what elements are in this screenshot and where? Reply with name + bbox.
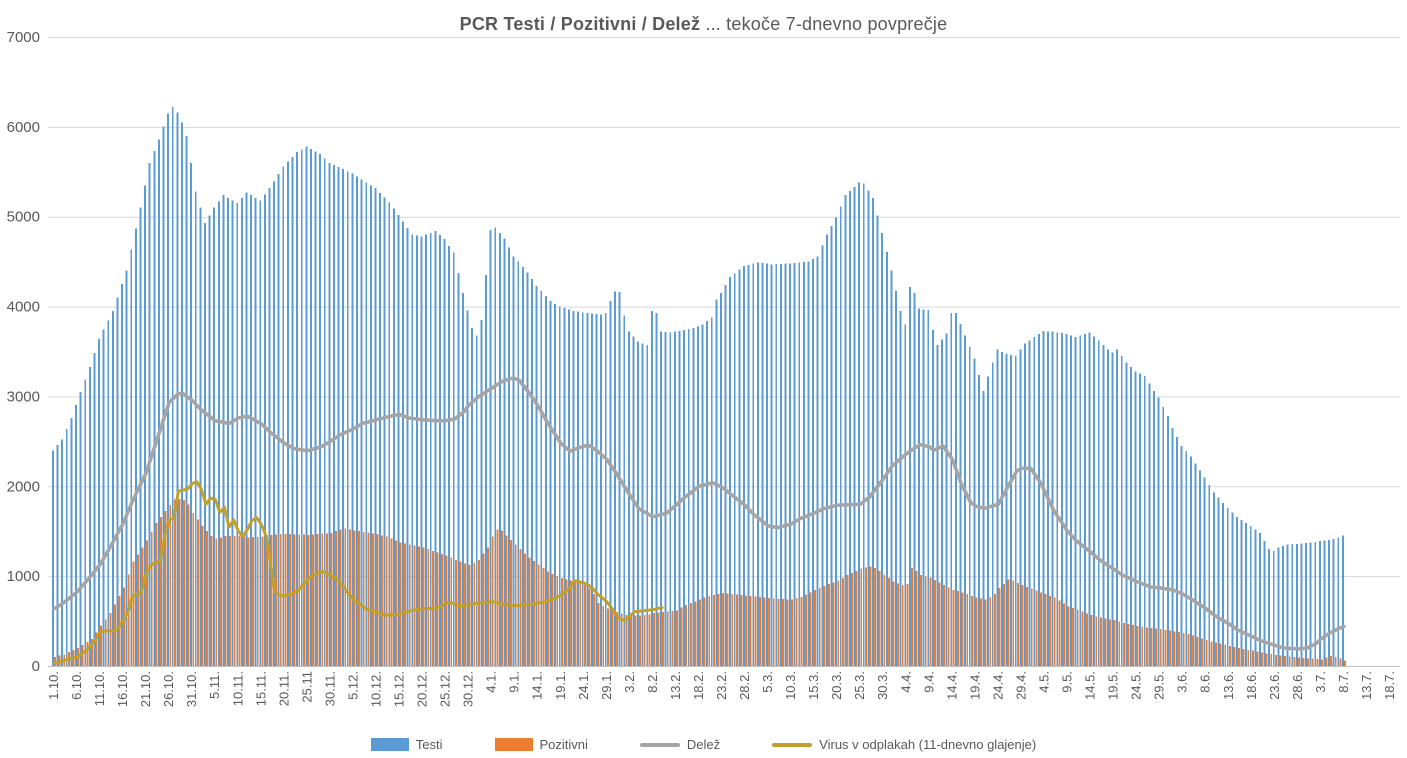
x-axis-label: 16.10.: [115, 671, 130, 707]
legend-label-virus: Virus v odplakah (11-dnevno glajenje): [819, 737, 1037, 752]
x-axis-label: 9.1.: [507, 671, 522, 693]
x-axis-label: 11.10.: [92, 671, 107, 706]
chart-title-subtitle: ... tekoče 7-dnevno povprečje: [700, 14, 948, 34]
x-axis-label: 8.2.: [645, 671, 660, 693]
x-axis-label: 29.4.: [1013, 671, 1028, 700]
x-axis-label: 9.5.: [1060, 671, 1075, 693]
x-axis-label: 5.12.: [345, 671, 360, 700]
x-axis-label: 4.5.: [1036, 671, 1051, 693]
x-axis-label: 23.6.: [1267, 671, 1282, 700]
x-axis-label: 26.10.: [161, 671, 176, 707]
x-axis-label: 13.7.: [1359, 671, 1374, 700]
x-axis-label: 3.6.: [1175, 671, 1190, 693]
x-axis-label: 10.11.: [230, 671, 245, 706]
x-axis-label: 24.4.: [990, 671, 1005, 700]
x-axis-label: 19.1.: [553, 671, 568, 700]
legend-delez-line-swatch: [639, 742, 680, 747]
legend-item-delez: Delež: [639, 737, 721, 752]
x-axis-label: 30.3.: [875, 671, 890, 700]
legend-pozitivni-swatch: [494, 738, 533, 751]
x-axis-label: 19.5.: [1106, 671, 1121, 700]
chart-title: PCR Testi / Pozitivni / Delež ... tekoče…: [0, 14, 1407, 35]
y-axis-label: 7000: [7, 29, 40, 46]
x-axis-label: 15.11.: [253, 671, 268, 706]
x-axis-label: 15.3.: [806, 671, 821, 700]
legend: Testi Pozitivni Delež Virus v odplakah (11-…: [0, 737, 1407, 752]
x-axis-label: 25.11: [299, 671, 314, 703]
bar-series-testi: [52, 107, 1344, 667]
y-axis-label: 6000: [7, 119, 40, 136]
x-axis-label: 14.4.: [944, 671, 959, 700]
x-axis-label: 25.3.: [852, 671, 867, 700]
y-axis-label: 5000: [7, 209, 40, 226]
x-axis-label: 29.5.: [1152, 671, 1167, 700]
x-axis-label: 20.12.: [415, 671, 430, 707]
x-axis-label: 15.12.: [392, 671, 407, 707]
x-axis-label: 13.2.: [668, 671, 683, 700]
x-axis-label: 14.1.: [530, 671, 545, 700]
x-axis-label: 4.1.: [484, 671, 499, 693]
x-axis-label: 4.4.: [898, 671, 913, 693]
x-axis-label: 8.7.: [1336, 671, 1351, 693]
x-axis-label: 20.11.: [276, 671, 291, 706]
x-axis-label: 3.7.: [1313, 671, 1328, 693]
x-axis-label: 1.10.: [46, 671, 61, 700]
x-axis-label: 24.1.: [576, 671, 591, 700]
x-axis-label: 28.2.: [737, 671, 752, 700]
y-axis-label: 0: [32, 658, 40, 675]
bar-series-pozitivni: [54, 498, 1346, 667]
x-axis-label: 18.7.: [1382, 671, 1397, 700]
legend-virus-line-swatch: [772, 742, 813, 747]
chart-title-bold: PCR Testi / Pozitivni / Delež: [459, 14, 701, 34]
x-axis-label: 21.10.: [138, 671, 153, 707]
line-series-virus: [52, 480, 664, 665]
x-axis-label: 25.12.: [438, 671, 453, 707]
x-axis-label: 5.3.: [760, 671, 775, 693]
x-axis-label: 9.4.: [921, 671, 936, 693]
y-axis-label: 4000: [7, 299, 40, 316]
legend-item-pozitivni: Pozitivni: [494, 737, 588, 752]
x-axis-label: 13.6.: [1221, 671, 1236, 700]
x-axis-label: 10.3.: [783, 671, 798, 700]
legend-label-pozitivni: Pozitivni: [539, 737, 588, 752]
legend-testi-swatch: [370, 738, 409, 751]
y-axis-label: 3000: [7, 388, 40, 405]
y-axis-label: 1000: [7, 568, 40, 585]
legend-label-testi: Testi: [415, 737, 443, 752]
legend-label-delez: Delež: [686, 737, 721, 752]
x-axis-label: 3.2.: [622, 671, 637, 693]
x-axis-label: 18.6.: [1244, 671, 1259, 700]
legend-item-virus: Virus v odplakah (11-dnevno glajenje): [772, 737, 1036, 752]
x-axis-label: 14.5.: [1083, 671, 1098, 700]
bars-group: [52, 107, 1346, 667]
y-axis-label: 2000: [7, 478, 40, 495]
legend-item-testi: Testi: [370, 737, 443, 752]
x-axis-label: 10.12.: [368, 671, 383, 707]
x-axis-label: 31.10.: [184, 671, 199, 707]
x-axis-label: 20.3.: [829, 671, 844, 700]
line-series-delez: [52, 376, 1346, 651]
x-axis-label: 30.11.: [322, 671, 337, 706]
x-axis-label: 30.12.: [461, 671, 476, 707]
x-axis-label: 23.2.: [714, 671, 729, 700]
x-axis-label: 6.10.: [69, 671, 84, 700]
x-axis-label: 8.6.: [1198, 671, 1213, 693]
x-axis-label: 24.5.: [1129, 671, 1144, 700]
x-axis-label: 5.11.: [207, 671, 222, 699]
x-axis-label: 29.1.: [599, 671, 614, 700]
x-axis-label: 18.2.: [691, 671, 706, 700]
x-axis-label: 28.6.: [1290, 671, 1305, 700]
x-axis-label: 19.4.: [967, 671, 982, 700]
